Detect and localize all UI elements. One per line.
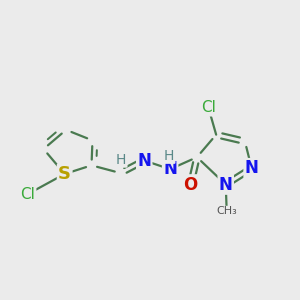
Text: S: S [58,165,71,183]
Text: N: N [137,152,151,169]
Text: CH₃: CH₃ [216,206,237,216]
Text: N: N [245,159,259,177]
Text: N: N [219,176,233,194]
Text: H: H [164,149,174,163]
Text: N: N [163,160,177,178]
Text: Cl: Cl [20,187,35,202]
Text: Cl: Cl [201,100,216,115]
Text: O: O [184,176,198,194]
Text: H: H [116,153,126,166]
